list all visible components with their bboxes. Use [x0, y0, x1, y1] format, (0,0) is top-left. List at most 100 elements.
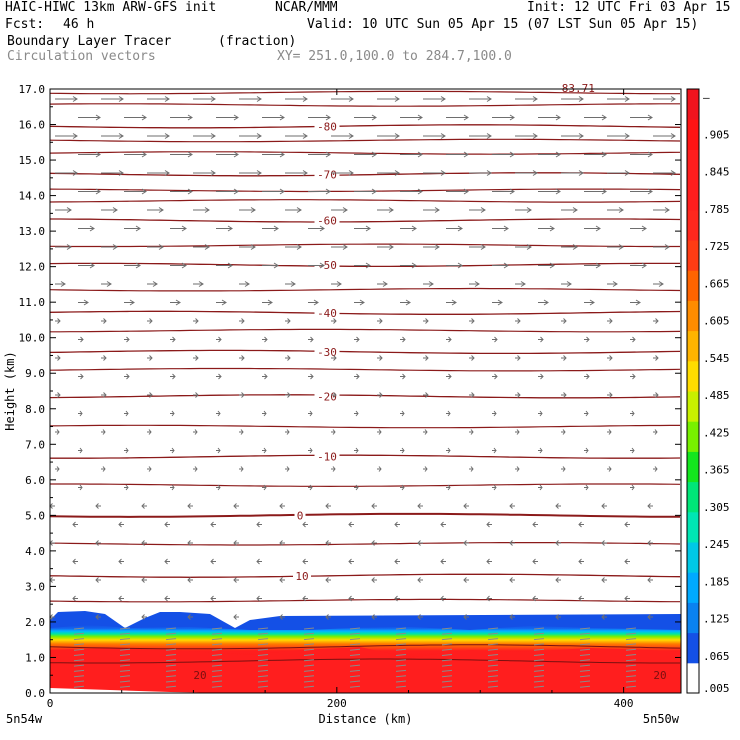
temperature-contour-line — [50, 328, 681, 333]
circulation-vector — [257, 680, 269, 683]
tracer-red-core — [50, 647, 681, 693]
circulation-vector-head — [210, 170, 216, 176]
circulation-vector-head — [371, 503, 375, 509]
circulation-vector — [487, 654, 499, 656]
colorbar-swatch — [687, 602, 699, 634]
y-tick-label: 6.0 — [25, 474, 45, 487]
circulation-vector-head — [325, 114, 331, 121]
circulation-vector-head — [365, 225, 371, 232]
circulation-vector-head — [57, 318, 61, 324]
temperature-contour-line — [49, 394, 681, 399]
circulation-vector — [487, 627, 499, 630]
circulation-vector-head — [342, 244, 348, 250]
circulation-vector — [579, 664, 591, 667]
circulation-vector-head — [471, 318, 475, 324]
circulation-vector — [165, 632, 177, 635]
circulation-vector-head — [267, 299, 273, 306]
circulation-vector-head — [447, 484, 451, 491]
circulation-vector-head — [447, 410, 451, 417]
colorbar-swatch — [687, 360, 699, 392]
circulation-vector-head — [348, 133, 354, 139]
circulation-vector-head — [348, 521, 352, 528]
colorbar-swatch — [687, 89, 699, 120]
circulation-vector — [533, 638, 545, 641]
circulation-vector-head — [221, 299, 227, 306]
circulation-vector-head — [359, 299, 365, 306]
circulation-vector — [211, 627, 223, 630]
circulation-vector-head — [148, 429, 152, 435]
circulation-vector — [441, 632, 453, 635]
circulation-vector-head — [217, 447, 221, 454]
circulation-vector — [73, 669, 85, 672]
circulation-vector-head — [141, 151, 147, 158]
circulation-vector — [533, 675, 545, 678]
circulation-vector-head — [118, 558, 122, 565]
circulation-vector — [119, 648, 131, 651]
circulation-vector-head — [256, 521, 260, 528]
circulation-vector — [257, 638, 269, 641]
colorbar-swatch — [687, 542, 699, 573]
circulation-vector-head — [172, 336, 176, 343]
circulation-vector-head — [609, 355, 613, 361]
temperature-contour-line — [49, 349, 681, 355]
temperature-contour-line — [50, 454, 681, 459]
circulation-vector — [395, 685, 407, 688]
circulation-vector-head — [586, 336, 590, 343]
circulation-vector-head — [217, 484, 221, 491]
circulation-vector-head — [417, 540, 421, 546]
circulation-vector-head — [141, 540, 145, 546]
circulation-vector-head — [233, 188, 239, 195]
circulation-vector — [257, 648, 269, 651]
colorbar-swatch — [687, 662, 699, 694]
circulation-vector — [257, 654, 269, 656]
circulation-vector — [73, 664, 85, 667]
circulation-vector-head — [595, 225, 601, 232]
circulation-vector-head — [471, 355, 475, 361]
colorbar-swatch — [687, 240, 699, 271]
circulation-vector-head — [578, 133, 584, 139]
circulation-vector-head — [618, 207, 624, 213]
circulation-vector-head — [425, 392, 429, 398]
colorbar-label: .845 — [703, 166, 730, 179]
temperature-contour-line — [49, 124, 681, 129]
circulation-vector-head — [540, 336, 544, 343]
circulation-vector-head — [555, 114, 561, 121]
circulation-vector-head — [319, 225, 325, 232]
circulation-vector — [487, 632, 499, 635]
circulation-vector — [303, 638, 315, 641]
circulation-vector-head — [440, 521, 444, 528]
circulation-vector-head — [493, 484, 497, 491]
circulation-vector-head — [405, 299, 411, 306]
circulation-vector-head — [589, 299, 595, 306]
circulation-vector-head — [532, 595, 536, 602]
circulation-vector-head — [664, 244, 670, 250]
circulation-vector-head — [80, 373, 84, 380]
circulation-vector-head — [428, 281, 434, 287]
circulation-vector-head — [417, 151, 423, 158]
circulation-vector-head — [141, 503, 145, 509]
circulation-vector — [349, 654, 361, 656]
temperature-contour-line — [49, 262, 680, 268]
circulation-vector — [487, 680, 499, 683]
circulation-vector-head — [181, 225, 187, 232]
circulation-vector-head — [417, 503, 421, 509]
circulation-vector-head — [509, 188, 515, 195]
circulation-vector-head — [158, 207, 164, 213]
circulation-vector-head — [348, 595, 352, 602]
circulation-vector-head — [647, 114, 653, 121]
circulation-vector-head — [102, 466, 106, 472]
circulation-vector — [487, 638, 499, 641]
circulation-vector-head — [463, 577, 467, 583]
y-tick-label: 15.0 — [19, 154, 46, 167]
circulation-vector-head — [585, 484, 589, 491]
circulation-vector-head — [83, 299, 89, 306]
circulation-vector-head — [497, 299, 503, 306]
circulation-vector — [119, 680, 131, 683]
x-axis-title: Distance (km) — [319, 712, 413, 726]
circulation-vector — [533, 664, 545, 667]
circulation-vector-head — [647, 577, 651, 583]
temperature-contour-line — [49, 658, 680, 664]
circulation-vector — [349, 659, 361, 662]
circulation-vector-head — [411, 262, 417, 269]
circulation-vector — [119, 669, 131, 672]
